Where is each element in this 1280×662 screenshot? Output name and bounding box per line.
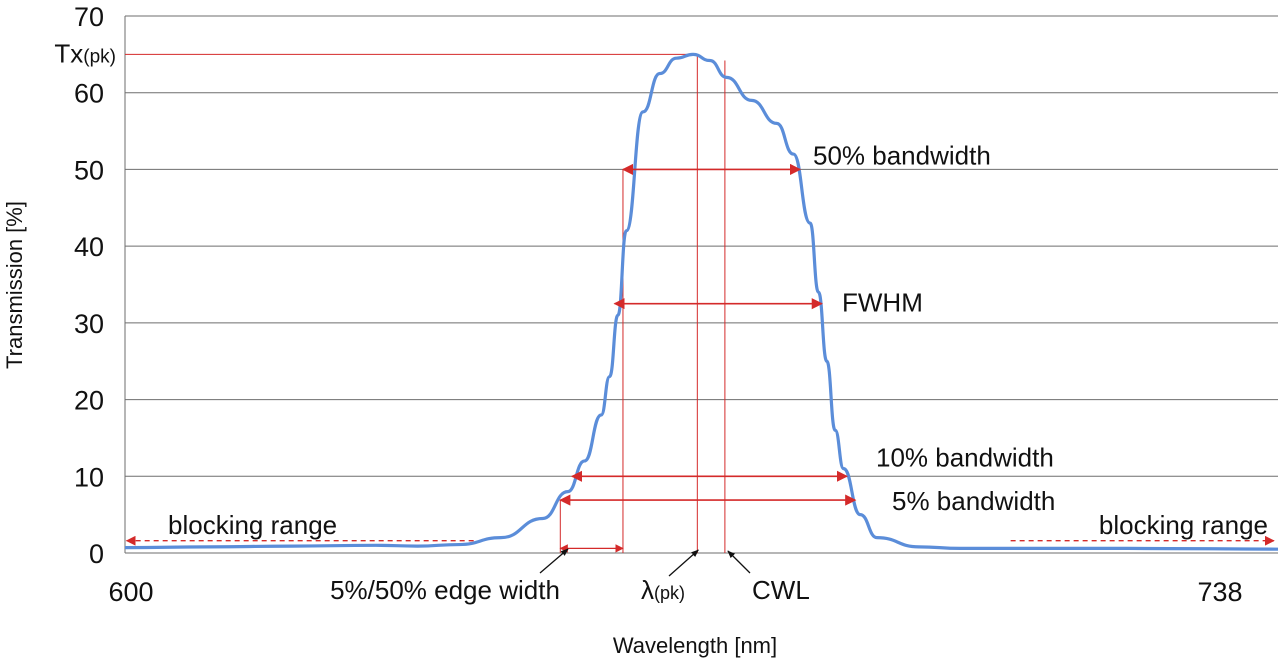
y-tick-label-20: 20 <box>74 386 104 416</box>
y-tick-label-30: 30 <box>74 309 104 339</box>
edge-width-pointer <box>539 548 569 574</box>
cwl-pointer <box>727 550 751 574</box>
peak-label: Tx(pk) <box>54 38 116 68</box>
x-tick-label-600: 600 <box>108 577 153 607</box>
y-tick-label-0: 0 <box>89 539 104 569</box>
bandwidth-50-label: 50% bandwidth <box>813 140 991 170</box>
lambda-pk-pointer <box>668 549 699 577</box>
blocking-range-label-right: blocking range <box>1099 510 1268 540</box>
x-axis-title: Wavelength [nm] <box>613 633 777 658</box>
annotation-group: 50% bandwidth FWHM 10% bandwidth 5% bandwid… <box>125 140 1275 605</box>
blocking-range-label-left: blocking range <box>168 510 337 540</box>
tick-labels: 0 10 20 30 40 50 60 70 600 738 <box>74 2 1243 607</box>
transmission-curve <box>124 52 1279 551</box>
y-tick-label-40: 40 <box>74 232 104 262</box>
bandwidth-10-label: 10% bandwidth <box>876 442 1054 472</box>
y-axis-title: Transmission [%] <box>2 201 27 369</box>
bandwidth-5-label: 5% bandwidth <box>892 486 1055 516</box>
y-tick-label-60: 60 <box>74 79 104 109</box>
y-tick-label-50: 50 <box>74 155 104 185</box>
fwhm-label: FWHM <box>842 288 923 318</box>
x-tick-label-738: 738 <box>1197 577 1242 607</box>
y-tick-label-70: 70 <box>74 2 104 32</box>
lambda-pk-label: λ(pk) <box>641 575 685 605</box>
edge-width-label: 5%/50% edge width <box>330 575 560 605</box>
grid-lines <box>124 15 1278 554</box>
transmission-curve-group <box>124 52 1279 551</box>
cwl-label: CWL <box>752 575 810 605</box>
y-tick-label-10: 10 <box>74 462 104 492</box>
